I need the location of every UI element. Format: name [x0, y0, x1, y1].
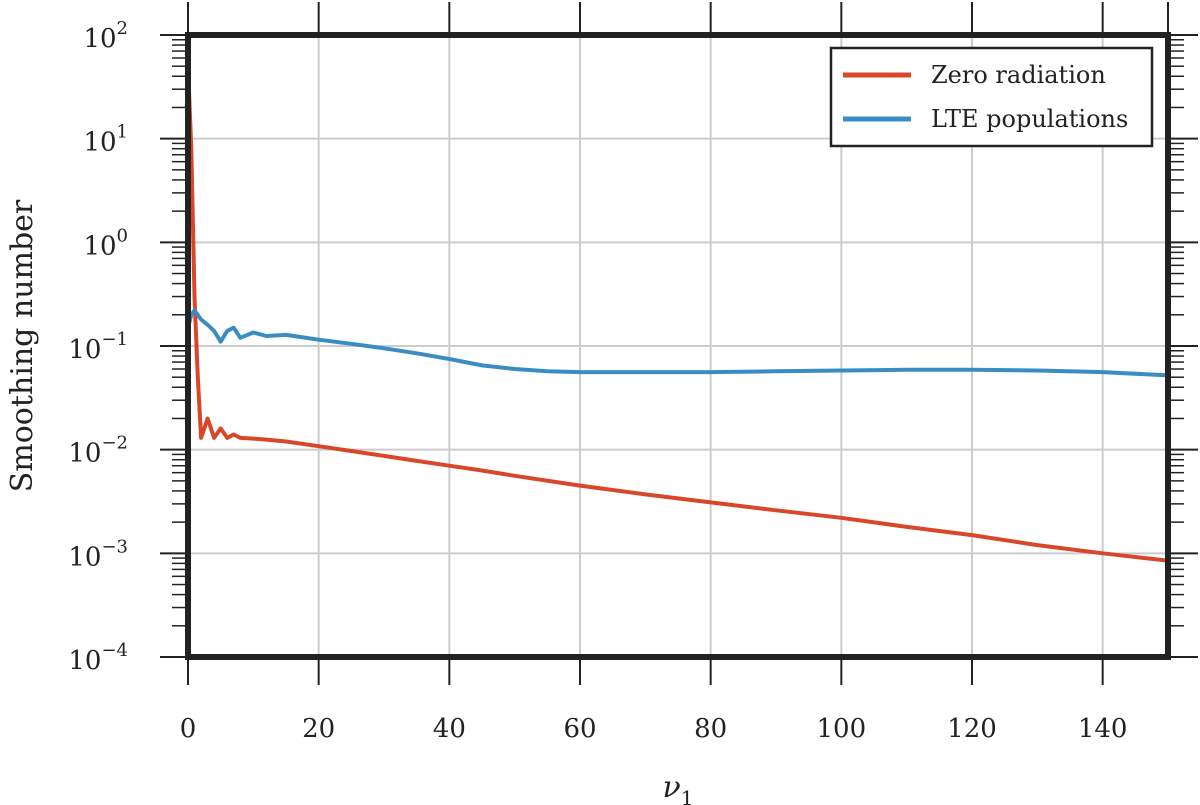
legend-label-zero-radiation: Zero radiation [931, 61, 1106, 89]
x-axis-title-subscript: 1 [681, 786, 694, 805]
tick-label-layer: 0 20 40 60 80 100 120 140 102 101 100 10−1 10−2 10−3 1… [68, 18, 1127, 744]
x-tick-label: 120 [947, 714, 997, 744]
y-tick-label: 100 [83, 225, 128, 261]
x-tick-label: 80 [694, 714, 727, 744]
x-axis-title: ν1 [663, 770, 694, 805]
y-tick-label: 101 [83, 122, 128, 158]
legend-label-lte-populations: LTE populations [931, 105, 1128, 133]
legend: Zero radiation LTE populations [829, 46, 1154, 148]
y-tick-label: 10−1 [68, 329, 128, 365]
legend-box [829, 46, 1154, 148]
series-layer [186, 66, 1169, 563]
plot-frame [185, 32, 1171, 660]
y-axis-title: Smoothing number [5, 199, 40, 492]
x-tick-label: 100 [817, 714, 867, 744]
series-line-zero-radiation [186, 66, 1169, 563]
series-line-lte-populations [186, 308, 1169, 378]
x-tick-label: 0 [180, 714, 197, 744]
y-tick-label: 10−4 [68, 640, 128, 676]
x-tick-label: 140 [1078, 714, 1128, 744]
y-tick-label: 10−2 [68, 433, 128, 469]
x-tick-label: 40 [433, 714, 466, 744]
y-tick-label: 102 [83, 18, 128, 54]
x-axis-title-main: ν [663, 770, 681, 805]
y-tick-label: 10−3 [68, 536, 128, 572]
x-tick-label: 60 [563, 714, 596, 744]
x-tick-label: 20 [302, 714, 335, 744]
